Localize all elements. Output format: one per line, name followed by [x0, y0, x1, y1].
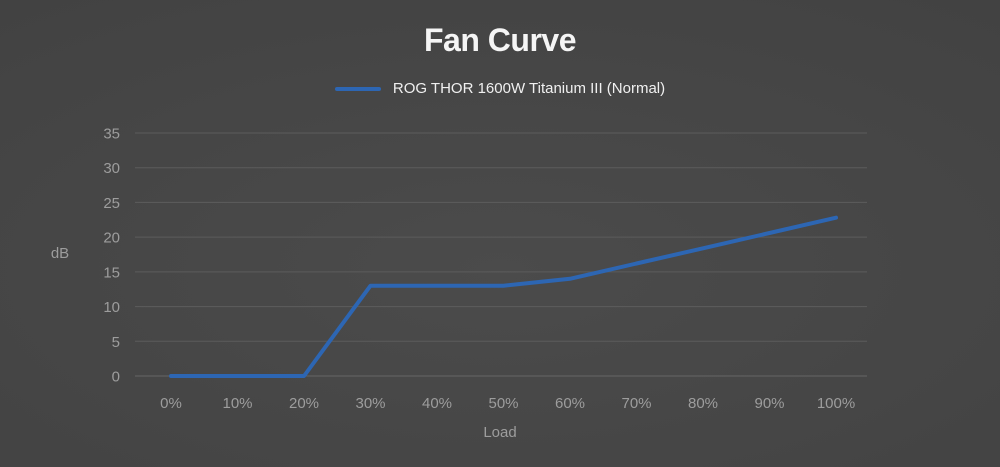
x-tick-label-0: 0%	[160, 395, 182, 412]
x-tick-label-9: 90%	[754, 395, 784, 412]
y-tick-label-30: 30	[103, 160, 120, 177]
y-tick-label-15: 15	[103, 264, 120, 281]
legend-line-swatch	[334, 86, 381, 91]
legend: ROG THOR 1600W Titanium III (Normal)	[0, 80, 1000, 97]
y-axis-label: dB	[50, 245, 70, 262]
chart-title: Fan Curve	[424, 22, 576, 58]
x-tick-label-5: 50%	[488, 395, 518, 412]
x-tick-label-1: 10%	[222, 395, 252, 412]
x-axis-label: Load	[483, 424, 517, 441]
x-tick-label-8: 80%	[688, 395, 718, 412]
x-tick-label-3: 30%	[355, 395, 385, 412]
x-tick-label-4: 40%	[422, 395, 452, 412]
fan-curve-series-line	[169, 215, 838, 378]
y-tick-label-0: 0	[112, 369, 120, 386]
x-tick-label-10: 100%	[817, 395, 855, 412]
x-tick-label-6: 60%	[555, 395, 585, 412]
y-tick-label-20: 20	[103, 230, 120, 247]
y-tick-label-35: 35	[103, 126, 120, 143]
y-tick-label-25: 25	[103, 195, 120, 212]
legend-label: ROG THOR 1600W Titanium III (Normal)	[392, 80, 666, 97]
x-tick-label-7: 70%	[621, 395, 651, 412]
x-tick-label-2: 20%	[289, 395, 319, 412]
y-tick-label-10: 10	[103, 299, 120, 316]
y-tick-label-5: 5	[112, 334, 120, 351]
